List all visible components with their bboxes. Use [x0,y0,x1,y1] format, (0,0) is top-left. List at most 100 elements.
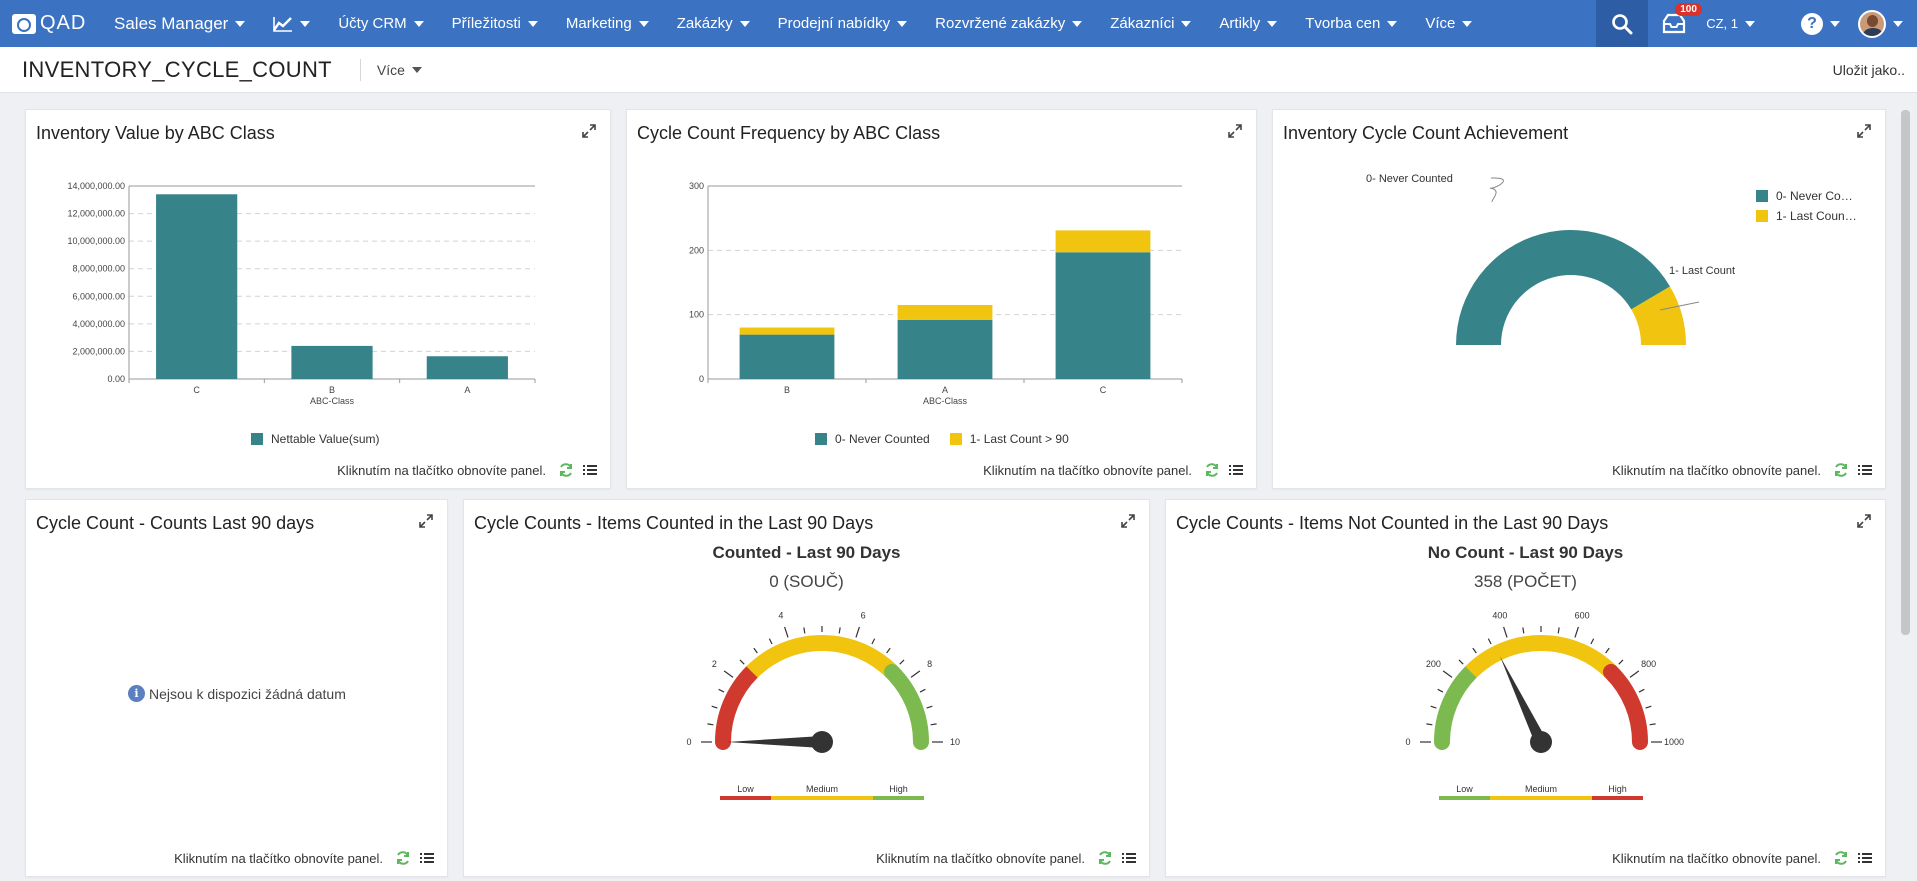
gauge-minor-tick [711,705,718,709]
search-button[interactable] [1596,0,1649,47]
slice-connector [1489,177,1504,203]
info-icon: i [128,685,145,702]
gauge-band-medium [746,635,898,678]
nav-item-marketing[interactable]: Marketing [552,0,663,47]
nav-item-items[interactable]: Artikly [1205,0,1291,47]
list-icon[interactable] [1228,462,1244,478]
gauge-band-high [884,663,929,750]
nav-label: Zakázky [676,15,733,32]
cycle-count-frequency-chart: 0 100 200 300 B A C ABC-Class [689,181,1183,406]
refresh-hint: Kliknutím na tlačítko obnovíte panel. [174,850,383,866]
nav-label: Prodejní nabídky [777,15,891,32]
list-icon[interactable] [419,850,435,866]
refresh-icon[interactable] [1833,850,1849,866]
nav-item-sales-quotes[interactable]: Prodejní nabídky [764,0,922,47]
refresh-icon[interactable] [395,850,411,866]
y-tick-label: 10,000,000.00 [67,236,125,246]
panel-title: Inventory Cycle Count Achievement [1283,123,1569,143]
panel-counts-last-90-days: Cycle Count - Counts Last 90 days i Nejs… [25,499,448,877]
gauge-major-tick [910,670,921,678]
chart-legend[interactable]: Nettable Value(sum) [251,432,380,446]
list-icon[interactable] [582,462,598,478]
gauge-legend-band-medium [1490,796,1592,800]
expand-icon[interactable] [1857,124,1871,138]
legend-swatch [949,433,962,445]
panel-footer: Kliknutím na tlačítko obnovíte panel. [337,462,598,478]
gauge-minor-tick [1458,659,1464,665]
chevron-down-icon [1072,20,1083,27]
list-icon[interactable] [1857,850,1873,866]
expand-icon[interactable] [1228,124,1242,138]
gauge-tick-label: 400 [1492,611,1507,621]
gauge-tick-label: 6 [861,611,866,621]
legend-swatch [251,433,263,445]
panel-footer: Kliknutím na tlačítko obnovíte panel. [174,850,435,866]
refresh-hint: Kliknutím na tlačítko obnovíte panel. [337,462,546,478]
panel-cycle-count-frequency: Cycle Count Frequency by ABC Class 0 100 2… [626,109,1257,489]
list-icon[interactable] [1857,462,1873,478]
legend-item-never-counted[interactable]: 0- Never Co… [1756,189,1853,203]
bar-A-series-0 [897,319,993,379]
y-tick-label: 8,000,000.00 [72,264,125,274]
no-data-text: Nejsou k dispozici žádná datum [149,685,346,702]
slice-label-last-count: 1- Last Count [1669,265,1735,277]
qad-logo-icon [12,13,36,34]
expand-icon[interactable] [1121,514,1135,528]
nav-item-customers[interactable]: Zákazníci [1096,0,1205,47]
y-tick-label: 200 [689,245,704,255]
panel-cycle-count-achievement: Inventory Cycle Count Achievement 0- Nev… [1272,109,1886,489]
gauge-tick-label: 8 [927,659,932,669]
notifications-button[interactable]: 100 [1648,0,1702,47]
nav-label: Marketing [565,15,632,32]
gauge-value: 358 (POČET) [1474,572,1577,591]
chart-line-icon [273,16,293,32]
panel-items-not-counted: Cycle Counts - Items Not Counted in the … [1165,499,1886,877]
top-nav-bar: QAD Sales Manager Účty CRM Příležitosti … [0,0,1917,47]
help-menu[interactable]: ? [1769,0,1858,47]
refresh-icon[interactable] [1204,462,1220,478]
scrollbar-thumb[interactable] [1901,110,1910,635]
panel-items-counted: Cycle Counts - Items Counted in the Last… [463,499,1150,877]
user-menu[interactable] [1858,0,1917,47]
chart-legend[interactable]: 0- Never Counted 1- Last Count > 90 [815,432,1069,446]
qad-logo[interactable]: QAD [0,0,100,47]
x-tick-label: B [784,385,790,395]
expand-icon[interactable] [582,124,596,138]
counted-gauge: 0 2 4 6 8 10 Low Medium High [686,611,960,800]
bar-C-series-0 [156,194,238,379]
gauge-legend-band-low [1439,796,1490,800]
nav-item-more[interactable]: Více [1411,0,1486,47]
gauge-minor-tick [1522,627,1525,634]
legend-swatch [1756,190,1768,202]
panel-title: Cycle Count Frequency by ABC Class [637,123,941,143]
locale-menu[interactable]: CZ, 1 [1700,0,1769,47]
analytics-menu[interactable] [259,0,324,47]
legend-item-last-count[interactable]: 1- Last Coun… [1756,209,1857,223]
panel-inventory-value: Inventory Value by ABC Class 0.00 2,000,0… [25,109,611,489]
refresh-icon[interactable] [558,462,574,478]
refresh-icon[interactable] [1833,462,1849,478]
gauge-tick-label: 1000 [1664,737,1684,747]
nav-item-opportunities[interactable]: Příležitosti [438,0,552,47]
more-menu[interactable]: Více [377,62,422,78]
refresh-icon[interactable] [1097,850,1113,866]
gauge-tick-label: 10 [950,737,960,747]
role-menu[interactable]: Sales Manager [100,0,259,47]
nav-item-scheduled-orders[interactable]: Rozvržené zakázky [921,0,1096,47]
refresh-hint: Kliknutím na tlačítko obnovíte panel. [1612,850,1821,866]
nav-item-pricing[interactable]: Tvorba cen [1291,0,1411,47]
list-icon[interactable] [1121,850,1137,866]
gauge-legend-band-high [1592,796,1643,800]
gauge-tick-label: 600 [1575,611,1590,621]
bar-B-series-0 [739,334,835,379]
gauge-needle-hub [1530,731,1552,753]
nav-item-crm-accounts[interactable]: Účty CRM [324,0,437,47]
y-tick-label: 300 [689,181,704,191]
gauge-band-low [715,663,760,750]
save-as-button[interactable]: Uložit jako.. [1832,62,1905,78]
more-label: Více [376,61,405,78]
page-title: INVENTORY_CYCLE_COUNT [22,56,332,82]
nav-item-orders[interactable]: Zakázky [663,0,764,47]
expand-icon[interactable] [1857,514,1871,528]
expand-icon[interactable] [419,514,433,528]
